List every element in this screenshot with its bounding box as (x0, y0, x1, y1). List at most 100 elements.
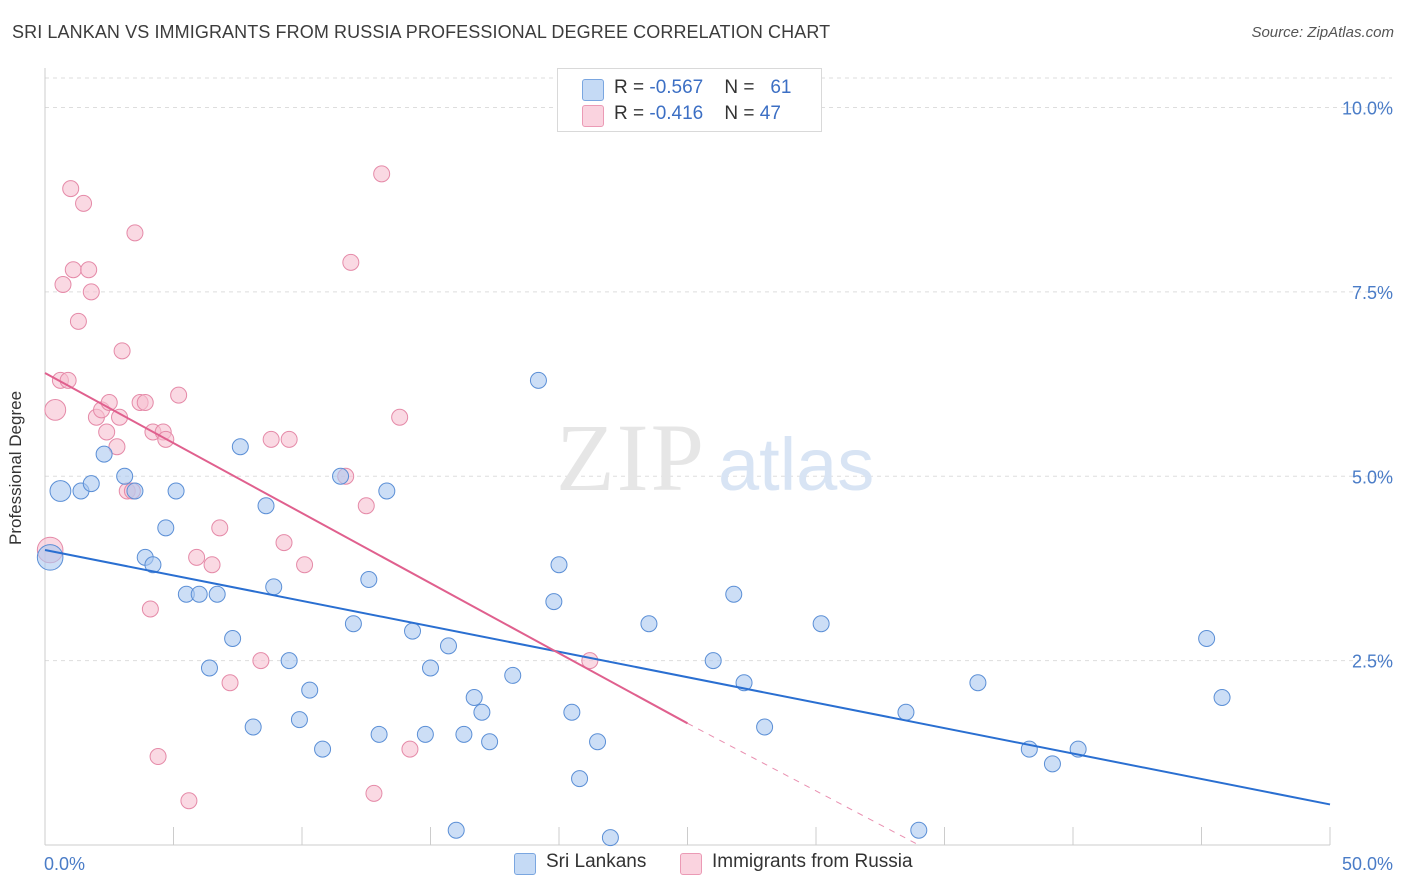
srilankan-point (244, 718, 262, 736)
srilankan-point (344, 615, 362, 633)
russia-point (280, 430, 298, 448)
srilankan-point (416, 725, 434, 743)
srilankan-point (126, 482, 144, 500)
russia-trend-extension (687, 722, 920, 846)
legend-swatch-pink (582, 105, 604, 127)
russia-point (126, 224, 144, 242)
russia-point (54, 276, 72, 293)
srilankan-point (550, 556, 568, 574)
correlation-legend: R = -0.567 N = 61 R = -0.416 N = 47 (557, 68, 822, 132)
srilankan-point (157, 519, 175, 537)
chart-source: Source: ZipAtlas.com (1251, 24, 1394, 41)
russia-point (296, 556, 314, 574)
russia-point (401, 740, 419, 758)
bottom-legend: Sri Lankans Immigrants from Russia (0, 851, 1406, 877)
y-tick-label: 10.0% (1342, 99, 1393, 119)
legend-r-value: -0.416 (649, 103, 704, 124)
legend-text: R = -0.416 N = 47 (614, 103, 781, 125)
russia-point (373, 165, 391, 183)
russia-point (136, 394, 154, 411)
series-srilankans-points (36, 371, 1231, 847)
srilankan-point (812, 615, 830, 633)
srilankan-point (190, 585, 208, 603)
srilankan-point (95, 445, 113, 463)
legend-n-label: N = (724, 77, 760, 98)
russia-point (64, 261, 82, 279)
russia-point (69, 312, 87, 330)
russia-point (98, 423, 116, 441)
srilankan-point (439, 637, 457, 655)
russia-point (108, 438, 126, 456)
watermark-atlas: atlas (718, 423, 874, 506)
srilankan-point (969, 674, 987, 692)
srilankan-point (756, 718, 774, 736)
srilankan-point (725, 585, 743, 603)
srilankan-point (231, 438, 249, 456)
russia-trend-line (44, 372, 688, 725)
srilankans-trend-line (44, 549, 1331, 806)
russia-point (211, 519, 229, 537)
srilankan-point (1198, 630, 1216, 647)
tick-labels: 2.5% 5.0% 7.5% 10.0% 0.0% 50.0% (44, 99, 1393, 875)
srilankan-point (504, 666, 522, 684)
srilankan-point (571, 770, 589, 788)
russia-point (149, 748, 167, 765)
russia-point (62, 180, 80, 198)
srilankan-point (290, 711, 308, 729)
srilankan-point (208, 585, 226, 603)
russia-point (80, 261, 98, 279)
srilankan-point (473, 703, 491, 721)
x-tick-label: 0.0% (44, 854, 85, 874)
srilankan-point (280, 652, 298, 670)
legend-r-label: R = (614, 77, 650, 98)
russia-point (203, 556, 221, 574)
legend-n-label: N = (724, 103, 760, 124)
x-tick-label: 50.0% (1342, 854, 1393, 874)
srilankan-point (529, 371, 547, 389)
srilankan-point (301, 681, 319, 699)
russia-point (113, 342, 131, 360)
gridlines (45, 77, 1392, 662)
srilankan-point (481, 733, 499, 751)
trend-lines (44, 372, 1331, 846)
watermark-zip: ZIP (556, 404, 706, 511)
y-tick-label: 7.5% (1352, 283, 1393, 303)
srilankan-point (601, 829, 619, 847)
srilankan-point (422, 659, 439, 677)
legend-n-value: 47 (759, 103, 781, 124)
srilankan-point (314, 740, 332, 758)
srilankan-point (1043, 755, 1061, 773)
srilankan-point (465, 689, 483, 706)
russia-point (170, 386, 188, 404)
legend-r-value: -0.567 (649, 77, 704, 98)
legend-swatch-blue (514, 853, 536, 875)
srilankan-point (545, 593, 563, 611)
srilankan-point (116, 467, 134, 485)
srilankan-point (36, 544, 64, 571)
russia-point (365, 784, 383, 802)
watermark: ZIP atlas (556, 404, 874, 511)
russia-point (221, 674, 239, 692)
legend-swatch-blue (582, 79, 604, 101)
russia-point (391, 408, 409, 426)
legend-swatch-pink (680, 853, 702, 875)
srilankan-point (257, 497, 275, 515)
srilankan-point (144, 556, 162, 574)
russia-point (262, 430, 280, 448)
srilankan-point (265, 578, 283, 596)
russia-point (141, 600, 159, 618)
legend-text: R = -0.567 N = 61 (614, 77, 791, 99)
srilankan-point (332, 467, 350, 485)
srilankan-point (640, 615, 658, 633)
russia-point (342, 253, 360, 271)
series-russia-points (36, 165, 599, 810)
srilankan-point (1213, 689, 1231, 706)
srilankan-point (897, 703, 915, 721)
srilankan-point (404, 622, 422, 640)
bottom-legend-label: Immigrants from Russia (712, 851, 913, 872)
russia-point (180, 792, 198, 810)
russia-point (357, 497, 375, 515)
srilankan-point (455, 725, 473, 743)
srilankan-point (167, 482, 185, 500)
